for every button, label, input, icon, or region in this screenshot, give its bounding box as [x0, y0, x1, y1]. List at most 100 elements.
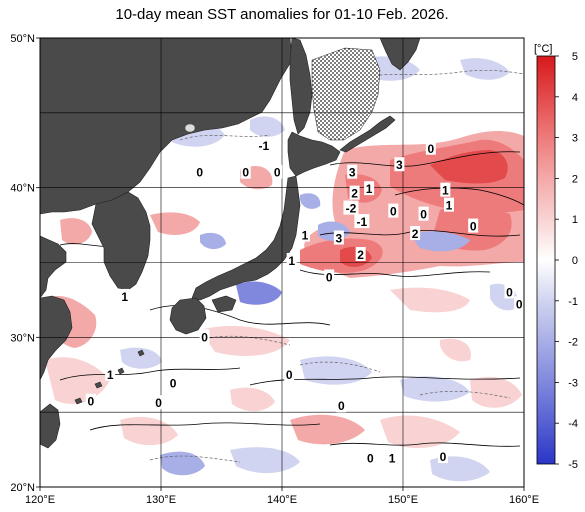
colorbar-tick-label: 1: [572, 214, 578, 226]
contour-label: 2: [351, 187, 358, 201]
contour-label-bg: [333, 230, 344, 245]
contour-label-bg: [199, 329, 210, 344]
contour-label-bg: [514, 296, 524, 311]
lon-tick-label: 140°E: [267, 494, 297, 506]
lon-tick-label: 150°E: [388, 494, 418, 506]
contour-label: 3: [349, 166, 356, 180]
contour-label: 1: [446, 199, 453, 213]
sakhalin: [289, 38, 313, 135]
kyushu-shikoku: [169, 295, 237, 335]
contour-label-bg: [410, 226, 421, 241]
contour-label: 0: [87, 395, 94, 409]
china-coast-south: [40, 295, 73, 381]
colorbar-tick-label: 4: [572, 92, 578, 104]
colorbar-tick-label: 0: [572, 255, 578, 267]
asian-mainland: [40, 38, 293, 299]
contour-label: 0: [201, 330, 208, 344]
contour-label-bg: [153, 395, 164, 410]
contour-label-bg: [272, 164, 283, 179]
sea-ice-area: [311, 47, 381, 141]
contour-label-bg: [240, 164, 251, 179]
contour-label-bg: [347, 164, 358, 179]
contour-label-bg: [355, 247, 366, 262]
lat-tick-label: 40°N: [10, 183, 35, 195]
contour-label: 3: [336, 232, 343, 246]
contour-label: 0: [367, 452, 374, 466]
contour-label-bg: [343, 200, 359, 215]
contour-label: 0: [196, 166, 203, 180]
lat-tick-label: 50°N: [10, 33, 35, 45]
contour-label: 0: [516, 297, 523, 311]
contour-label: 0: [470, 220, 477, 234]
contour-label: 0: [440, 450, 447, 464]
contour-label: 0: [326, 270, 333, 284]
colorbar-ticks: 5 4 3 2 1 0 -1 -2 -3 -4 -5: [555, 51, 578, 471]
colorbar-tick-label: -2: [568, 337, 578, 349]
contour-label: 0: [338, 399, 345, 413]
colorbar-tick-label: -1: [568, 296, 578, 308]
contour-label-bg: [349, 185, 360, 200]
contour-label-bg: [437, 449, 448, 464]
colorbar-unit: [°C]: [534, 43, 552, 55]
contour-label: 1: [302, 229, 309, 243]
contour-label-bg: [504, 284, 515, 299]
contour-label-bg: [440, 182, 451, 197]
contour-label: 1: [389, 452, 396, 466]
contour-label-bg: [324, 269, 335, 284]
lat-tick-label: 20°N: [10, 482, 35, 494]
colorbar: [°C] 5 4 3 2 1 0 -1 -2 -3 -4 -5: [534, 43, 578, 471]
contour-label: 0: [390, 205, 397, 219]
contour-label-bg: [387, 450, 398, 465]
contour-label-bg: [119, 288, 130, 303]
contour-label-bg: [284, 366, 295, 381]
contour-label: 1: [107, 368, 114, 382]
contour-label: 0: [155, 396, 162, 410]
kamchatka-tip: [379, 38, 421, 71]
contour-label-bg: [194, 164, 205, 179]
contour-label: 1: [442, 184, 449, 198]
contour-label-bg: [299, 227, 310, 242]
ryukyu-islands: [74, 349, 145, 405]
taiwan: [40, 403, 61, 449]
contour-label-bg: [364, 181, 375, 196]
contour-label-bg: [354, 214, 370, 229]
contour-label-bg: [286, 253, 297, 268]
colorbar-tick-label: 5: [572, 51, 578, 63]
axis-labels: 120°E 130°E 140°E 150°E 160°E 20°N 30°N 40°N 50°…: [10, 33, 539, 506]
contour-label: 2: [412, 227, 419, 241]
contour-label-bg: [85, 393, 96, 408]
colorbar-tick-label: 2: [572, 173, 578, 185]
contour-label: 0: [427, 142, 434, 156]
small-island: [184, 123, 196, 133]
colorbar-gradient: [536, 55, 556, 465]
contour-label: -2: [346, 202, 357, 216]
lon-tick-label: 160°E: [509, 494, 539, 506]
colorbar-tick-label: -4: [568, 418, 578, 430]
lon-tick-label: 120°E: [25, 494, 55, 506]
contour-label: 0: [242, 166, 249, 180]
hokkaido: [287, 131, 341, 177]
contour-label: 2: [357, 248, 364, 262]
colorbar-tick-label: 3: [572, 133, 578, 145]
lat-tick-label: 30°N: [10, 332, 35, 344]
contour-label-bg: [105, 366, 116, 381]
contour-label: 1: [366, 182, 373, 196]
contour-label: 0: [286, 368, 293, 382]
contour-label-bg: [468, 218, 479, 233]
honshu: [191, 175, 301, 301]
contour-label-bg: [365, 450, 376, 465]
contour-label: -1: [357, 215, 368, 229]
contour-label-bg: [418, 206, 429, 221]
contour-label-bg: [336, 398, 347, 413]
colorbar-tick-label: -3: [568, 377, 578, 389]
kuril-islands: [339, 115, 396, 153]
contour-label: 3: [396, 158, 403, 172]
contour-label: 1: [121, 290, 128, 304]
land-areas: [40, 38, 421, 449]
contour-label: 0: [170, 377, 177, 391]
korean-peninsula: [91, 191, 151, 291]
contour-label: 0: [506, 285, 513, 299]
